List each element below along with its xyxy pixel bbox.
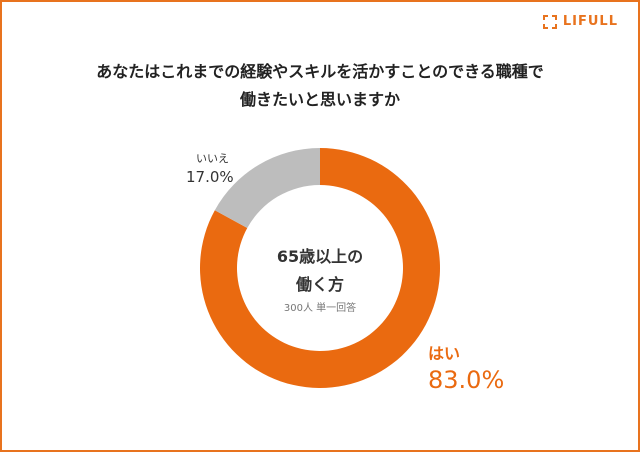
donut-slice-1 [214,148,320,229]
slice-value-no: 17.0% [186,168,234,186]
logo-bracket-icon [542,14,557,29]
donut-slice-0 [200,148,440,388]
chart-title: あなたはこれまでの経験やスキルを活かすことのできる職種で 働きたいと思いますか [0,58,640,114]
slice-label-yes: はい [428,344,461,363]
logo-text: LIFULL [562,14,618,29]
lifull-logo: LIFULL [542,14,618,29]
title-line-2: 働きたいと思いますか [239,90,400,109]
slice-value-yes: 83.0% [428,366,505,394]
center-label: 65歳以上の 働く方 300人 単一回答 [0,243,640,319]
center-line-1: 65歳以上の [276,247,364,266]
slice-label-no: いいえ [196,152,229,165]
center-note: 300人 単一回答 [283,303,357,314]
title-line-1: あなたはこれまでの経験やスキルを活かすことのできる職種で [96,62,544,81]
center-line-2: 働く方 [295,275,344,294]
